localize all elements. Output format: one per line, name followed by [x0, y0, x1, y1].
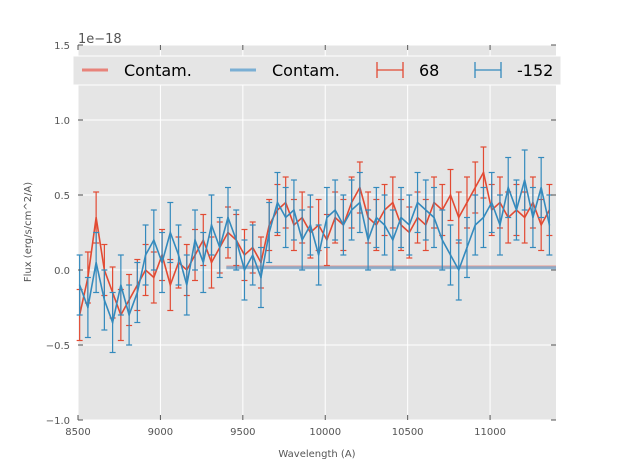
data-point	[210, 224, 213, 226]
data-point	[169, 231, 172, 234]
data-point	[95, 261, 97, 264]
data-point	[78, 284, 81, 286]
data-point	[466, 201, 468, 204]
data-point	[532, 216, 534, 219]
data-point	[342, 224, 345, 226]
data-point	[235, 239, 238, 241]
data-point	[111, 321, 114, 324]
data-point	[218, 246, 221, 249]
data-point	[120, 284, 122, 286]
data-point	[185, 284, 188, 286]
data-point	[482, 171, 485, 174]
data-point	[424, 209, 427, 211]
y-tick-label: −0.5	[46, 341, 70, 352]
x-tick-label: 11000	[474, 427, 506, 438]
data-point	[457, 269, 460, 271]
data-point	[548, 224, 551, 226]
data-point	[169, 284, 172, 286]
y-tick-label: 1.0	[54, 116, 70, 127]
data-point	[474, 224, 477, 226]
data-point	[293, 209, 295, 211]
data-point	[276, 201, 279, 204]
series-line	[78, 179, 551, 326]
x-tick-label: 9500	[230, 427, 255, 438]
data-point	[375, 216, 378, 219]
data-point	[449, 194, 452, 196]
data-point	[433, 216, 435, 219]
data-point	[523, 216, 526, 219]
data-point	[153, 239, 155, 241]
data-point	[392, 201, 394, 204]
data-point	[392, 239, 394, 241]
data-point	[95, 216, 97, 219]
data-point	[383, 224, 386, 226]
data-point	[367, 239, 369, 241]
y-tick-label: 0.0	[54, 266, 70, 277]
data-point	[309, 224, 312, 226]
data-point	[317, 254, 320, 256]
data-point	[449, 254, 452, 256]
legend: Contam. Contam. 68 -152	[72, 55, 562, 86]
data-point	[268, 231, 271, 234]
data-point	[153, 276, 155, 279]
data-point	[540, 186, 542, 189]
data-point	[301, 239, 303, 241]
data-point	[103, 299, 106, 301]
data-point	[243, 269, 246, 271]
series-line	[78, 170, 551, 317]
data-point	[482, 216, 485, 219]
series--152	[76, 149, 553, 354]
data-point	[194, 239, 196, 241]
data-point	[441, 239, 444, 241]
data-point	[540, 224, 542, 226]
data-point	[466, 246, 468, 249]
data-point	[284, 216, 287, 219]
x-tick-label: 9000	[148, 427, 173, 438]
data-point	[326, 216, 328, 219]
data-point	[507, 186, 510, 189]
data-point	[490, 201, 493, 204]
data-point	[499, 224, 501, 226]
x-axis-label: Wavelength (A)	[278, 449, 355, 460]
data-point	[474, 186, 477, 189]
data-point	[227, 216, 229, 219]
data-point	[144, 254, 147, 256]
data-point	[359, 201, 361, 204]
x-tick-label: 10000	[309, 427, 341, 438]
data-point	[210, 261, 213, 264]
data-point	[350, 209, 353, 211]
x-tick-label: 8500	[65, 427, 90, 438]
legend-label: 68	[419, 61, 439, 80]
plot-area	[78, 45, 556, 420]
data-point	[515, 209, 518, 211]
legend-label: -152	[517, 61, 553, 80]
x-tick-label: 10500	[392, 427, 424, 438]
data-point	[260, 276, 262, 279]
legend-label: Contam.	[272, 61, 340, 80]
data-point	[334, 209, 336, 211]
data-point	[161, 261, 163, 264]
data-point	[202, 261, 205, 264]
y-tick-label: 0.5	[54, 191, 70, 202]
data-point	[136, 291, 139, 294]
data-point	[457, 216, 460, 219]
y-tick-label: 1.5	[54, 41, 70, 52]
y-offset-label: 1e−18	[78, 32, 122, 47]
legend-label: Contam.	[124, 61, 192, 80]
data-point	[87, 306, 89, 309]
data-point	[251, 254, 254, 256]
y-tick-label: −1.0	[46, 416, 70, 427]
legend-errorbar-68	[376, 62, 404, 78]
y-axis-label: Flux (erg/s/cm^2/A)	[23, 182, 34, 282]
data-point	[177, 254, 180, 256]
data-point	[400, 216, 402, 219]
legend-errorbar-152	[474, 62, 502, 78]
data-point	[523, 179, 526, 181]
data-point	[408, 224, 411, 226]
data-point	[128, 314, 130, 316]
data-point	[416, 201, 419, 204]
